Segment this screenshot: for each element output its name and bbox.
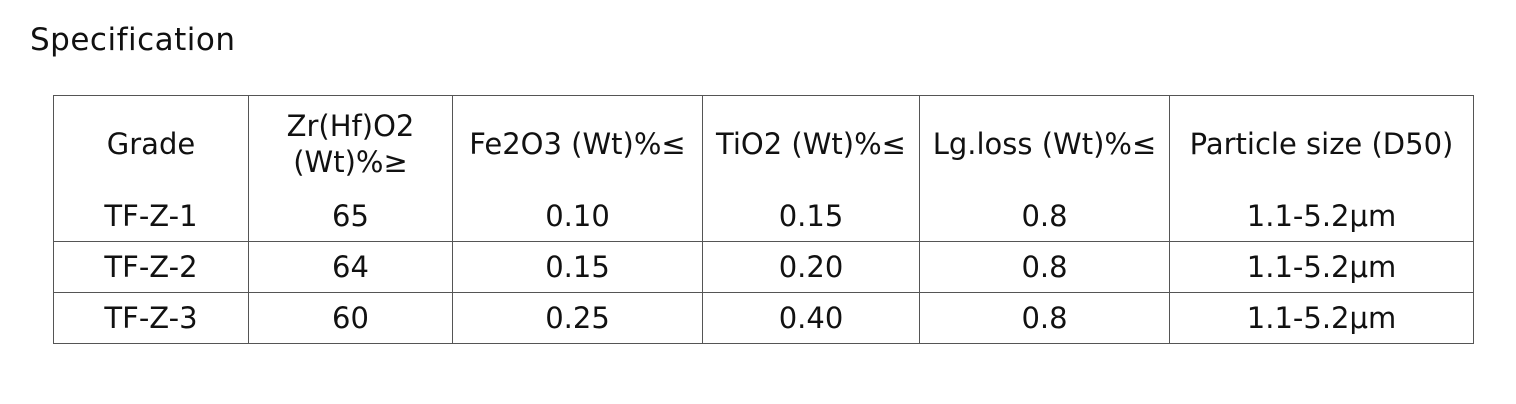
table-cell: 0.8 — [919, 191, 1170, 242]
table-cell: 0.20 — [702, 241, 920, 293]
section-title: Specification — [30, 22, 236, 58]
table-cell: TF-Z-3 — [53, 292, 249, 344]
table-cell: 0.25 — [452, 292, 703, 344]
column-header: TiO2 (Wt)%≤ — [702, 95, 920, 191]
table-cell: 64 — [248, 241, 453, 293]
table-body: TF-Z-1 65 0.10 0.15 0.8 1.1-5.2μm TF-Z-2 64 0.15… — [53, 191, 1474, 344]
table-cell: 0.10 — [452, 191, 703, 242]
column-header: Zr(Hf)O2 (Wt)%≥ — [248, 95, 453, 191]
column-header: Fe2O3 (Wt)%≤ — [452, 95, 703, 191]
header-row: Grade Zr(Hf)O2 (Wt)%≥ Fe2O3 (Wt)%≤ TiO2 (Wt… — [53, 95, 1474, 191]
table-cell: 0.40 — [702, 292, 920, 344]
table-row: TF-Z-3 60 0.25 0.40 0.8 1.1-5.2μm — [53, 292, 1474, 344]
table-cell: TF-Z-2 — [53, 241, 249, 293]
table-cell: TF-Z-1 — [53, 191, 249, 242]
column-header: Lg.loss (Wt)%≤ — [919, 95, 1170, 191]
table-cell: 1.1-5.2μm — [1169, 292, 1474, 344]
table-cell: 0.8 — [919, 241, 1170, 293]
table-row: TF-Z-2 64 0.15 0.20 0.8 1.1-5.2μm — [53, 241, 1474, 293]
table-cell: 0.15 — [702, 191, 920, 242]
table-cell: 60 — [248, 292, 453, 344]
column-header: Particle size (D50) — [1169, 95, 1474, 191]
table-cell: 65 — [248, 191, 453, 242]
table-row: TF-Z-1 65 0.10 0.15 0.8 1.1-5.2μm — [53, 191, 1474, 242]
column-header: Grade — [53, 95, 249, 191]
table-cell: 0.15 — [452, 241, 703, 293]
table-cell: 1.1-5.2μm — [1169, 191, 1474, 242]
table-cell: 1.1-5.2μm — [1169, 241, 1474, 293]
spec-table: Grade Zr(Hf)O2 (Wt)%≥ Fe2O3 (Wt)%≤ TiO2 (Wt… — [53, 95, 1474, 344]
table-cell: 0.8 — [919, 292, 1170, 344]
